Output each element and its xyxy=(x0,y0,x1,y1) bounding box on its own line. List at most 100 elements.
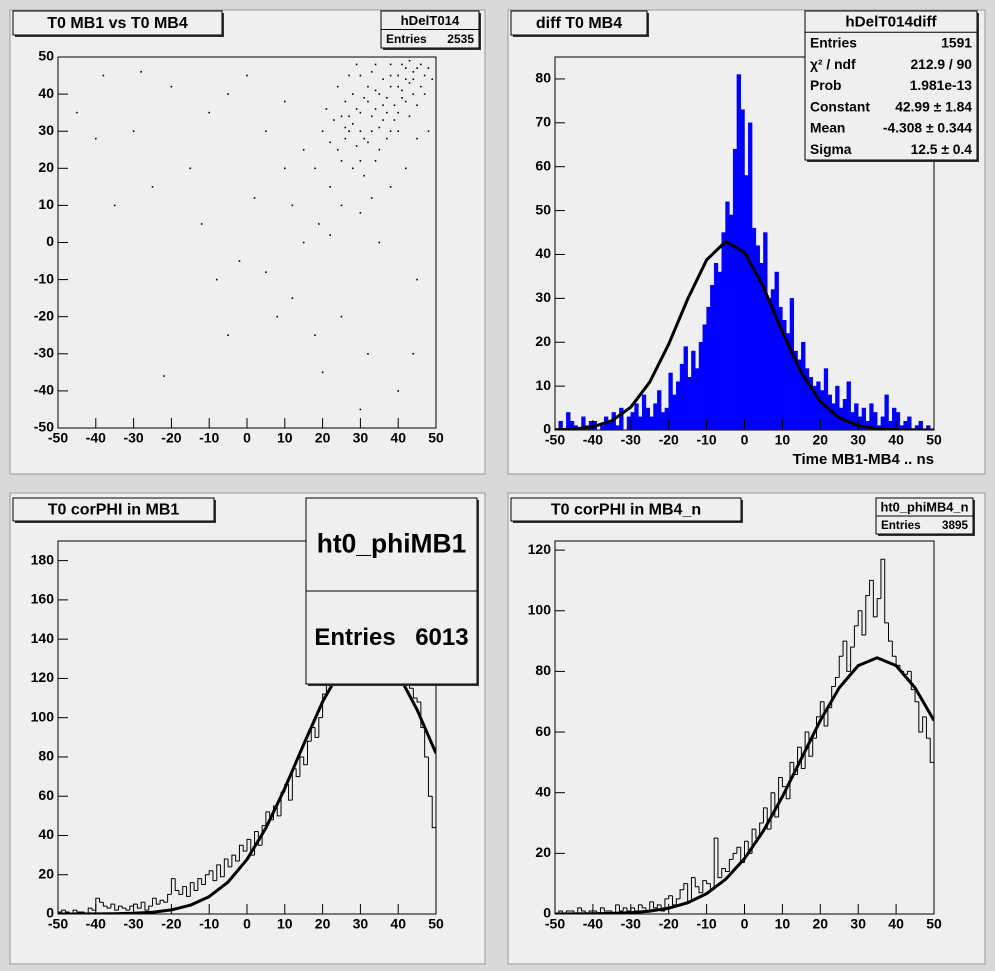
histogram-bar xyxy=(774,271,779,430)
histogram-step xyxy=(257,831,263,846)
stats-value: 42.99 ± 1.84 xyxy=(895,98,972,114)
scatter-point xyxy=(140,71,142,73)
scatter-point xyxy=(412,93,415,95)
histogram-step xyxy=(261,825,266,846)
x-tick-label: 50 xyxy=(428,916,444,932)
scatter-point xyxy=(423,93,426,95)
histogram-step xyxy=(110,903,115,909)
scatter-point xyxy=(382,119,384,121)
scatter-point xyxy=(344,100,347,103)
histogram-step xyxy=(626,907,631,912)
scatter-point xyxy=(238,260,241,262)
histogram-step xyxy=(322,693,327,718)
histogram-step xyxy=(189,882,195,897)
stats-value: 3895 xyxy=(942,519,969,532)
x-tick-label: 0 xyxy=(243,916,251,932)
y-tick-label: 10 xyxy=(535,377,551,393)
histogram-step xyxy=(416,698,421,703)
histogram-step xyxy=(910,671,916,691)
histogram-step xyxy=(906,670,912,675)
histogram-step xyxy=(653,901,658,909)
histogram-bar xyxy=(766,298,772,430)
histogram-bar xyxy=(895,412,901,430)
stats-box xyxy=(804,10,978,161)
histogram-bar xyxy=(740,109,745,430)
histogram-bar xyxy=(691,350,696,430)
histogram-step xyxy=(853,625,859,648)
scatter-point xyxy=(397,111,399,114)
y-tick-label: 60 xyxy=(535,157,551,173)
histogram-bar xyxy=(706,306,711,430)
scatter-point xyxy=(321,130,324,132)
scatter-point xyxy=(355,108,358,110)
x-tick-label: -50 xyxy=(48,430,68,446)
y-tick-label: 0 xyxy=(46,905,54,921)
stats-value: 212.9 / 90 xyxy=(910,56,972,72)
chart-title: T0 corPHI in MB1 xyxy=(48,502,180,519)
histogram-step xyxy=(789,761,794,799)
histogram-bar xyxy=(638,416,643,430)
x-tick-label: 20 xyxy=(813,916,829,932)
scatter-point xyxy=(401,89,403,92)
y-tick-label: 30 xyxy=(38,122,54,138)
y-tick-label: 10 xyxy=(38,196,54,212)
scatter-point xyxy=(359,74,362,77)
histogram-bar xyxy=(820,390,825,430)
scatter-point xyxy=(329,234,331,236)
scatter-point xyxy=(208,111,210,114)
scatter-point xyxy=(416,104,418,107)
scatter-point xyxy=(408,82,411,84)
histogram-bar xyxy=(668,372,673,430)
histogram-bar xyxy=(725,201,730,430)
histogram-bar xyxy=(676,381,681,430)
x-tick-label: 30 xyxy=(353,916,369,932)
x-tick-label: -50 xyxy=(48,916,68,932)
scatter-point xyxy=(378,241,381,244)
histogram-step xyxy=(288,784,293,801)
y-tick-label: 0 xyxy=(46,233,54,249)
histogram-step xyxy=(694,877,700,888)
x-tick-label: 10 xyxy=(277,430,293,446)
y-tick-label: 180 xyxy=(31,551,55,567)
x-tick-label: 0 xyxy=(741,916,749,932)
scatter-point xyxy=(348,130,350,132)
histogram-step xyxy=(819,701,825,717)
scatter-point xyxy=(355,63,358,66)
scatter-point xyxy=(374,89,377,92)
scatter-point xyxy=(386,97,388,99)
histogram-step xyxy=(76,910,81,913)
scatter-point xyxy=(76,111,78,114)
histogram-bar xyxy=(816,381,821,430)
x-tick-label: 50 xyxy=(926,432,942,448)
histogram-step xyxy=(804,731,809,769)
histogram-bar xyxy=(687,377,692,430)
scatter-point xyxy=(318,223,320,225)
y-tick-label: 80 xyxy=(38,748,54,764)
histogram-bar xyxy=(763,232,768,430)
histogram-step xyxy=(265,811,270,826)
x-tick-label: 40 xyxy=(888,432,904,448)
histogram-bar xyxy=(630,412,635,430)
histogram-step xyxy=(725,868,730,873)
x-tick-label: -50 xyxy=(545,916,565,932)
x-tick-label: -20 xyxy=(161,430,181,446)
histogram-step xyxy=(698,886,703,894)
y-tick-label: 0 xyxy=(543,421,551,437)
histogram-step xyxy=(918,701,923,733)
scatter-point xyxy=(200,223,203,225)
histogram-step xyxy=(838,655,844,678)
histogram-bar xyxy=(857,416,863,430)
histogram-step xyxy=(584,910,590,914)
stats-label: Prob xyxy=(810,77,842,93)
histogram-step xyxy=(235,855,240,862)
scatter-point xyxy=(227,334,229,337)
histogram-step xyxy=(865,595,870,636)
y-tick-label: 40 xyxy=(535,783,551,799)
histogram-step xyxy=(182,886,187,895)
scatter-point xyxy=(386,111,388,114)
scatter-point xyxy=(227,93,229,95)
histogram-bar xyxy=(831,403,836,430)
scatter-point xyxy=(386,137,388,140)
y-tick-label: 80 xyxy=(535,662,551,678)
